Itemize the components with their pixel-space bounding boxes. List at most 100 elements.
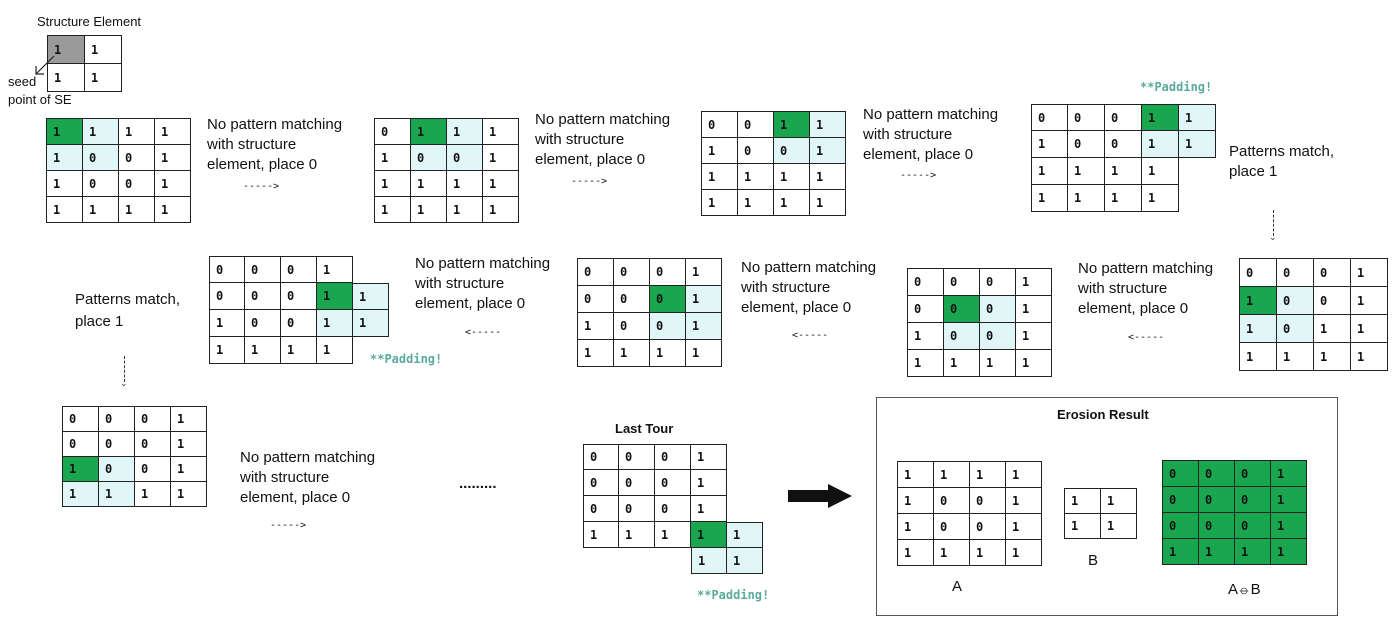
- grid-cell: 1: [970, 540, 1006, 566]
- grid-cell: 1: [119, 197, 155, 223]
- step-3-label-line-1: No pattern matching: [863, 106, 999, 123]
- grid-cell: 0: [99, 432, 135, 457]
- last-tour-padding-note: **Padding!: [697, 588, 770, 602]
- grid-cell: 1: [353, 283, 389, 310]
- grid-cell: 0: [970, 514, 1006, 540]
- step-5-label-line-3: element, place 0: [1078, 300, 1189, 317]
- step-8-label-line-1: Patterns match,: [75, 291, 181, 308]
- grid-cell: 1: [619, 522, 655, 548]
- grid-cell: 1: [810, 164, 846, 190]
- grid-cell: 1: [1271, 461, 1307, 487]
- grid-cell: 0: [970, 488, 1006, 514]
- step-9-label-line-1: No pattern matching: [240, 449, 376, 466]
- grid-cell: 1: [317, 256, 353, 283]
- grid-cell: 1: [1101, 489, 1137, 514]
- grid-cell: 0: [99, 457, 135, 482]
- structure-element-title: Structure Element: [37, 14, 142, 29]
- grid-cell: 0: [980, 323, 1016, 350]
- grid-cell: 1: [155, 119, 191, 145]
- grid-cell: 1: [47, 119, 83, 145]
- grid-cell: 0: [1199, 487, 1235, 513]
- grid-cell: [353, 256, 389, 283]
- step-4-label-line-2: place 1: [1229, 163, 1278, 180]
- grid-cell: 1: [738, 164, 774, 190]
- grid-cell: 1: [980, 350, 1016, 377]
- erosion-result-title: Erosion Result: [1057, 407, 1149, 422]
- grid-cell: 1: [686, 340, 722, 367]
- grid-cell: 1: [63, 482, 99, 507]
- grid-cell: 1: [702, 138, 738, 164]
- grid-cell: 1: [1142, 104, 1179, 131]
- grid-cell: 1: [1271, 539, 1307, 565]
- grid-cell: 0: [980, 269, 1016, 296]
- grid-cell: 1: [727, 548, 763, 574]
- result-label-b: B: [1088, 552, 1099, 569]
- grid-cell: 0: [650, 313, 686, 340]
- grid-cell: 1: [171, 457, 207, 482]
- step-4-down-arrow-head: ⌄: [1269, 232, 1277, 242]
- grid-cell: 0: [650, 286, 686, 313]
- last-tour-title: Last Tour: [615, 421, 674, 436]
- grid-cell: 1: [483, 145, 519, 171]
- step-7-label-line-1: No pattern matching: [415, 255, 551, 272]
- grid-cell: 1: [686, 313, 722, 340]
- step-5-label-line-1: No pattern matching: [1078, 260, 1214, 277]
- grid-cell: 1: [934, 462, 970, 488]
- step-6-label-line-3: element, place 0: [741, 299, 852, 316]
- grid-cell: 1: [944, 350, 980, 377]
- step-4-padding-note: **Padding!: [1140, 80, 1213, 94]
- grid-cell: 1: [171, 482, 207, 507]
- grid-cell: 0: [583, 470, 619, 496]
- grid-cell: 1: [83, 119, 119, 145]
- step-8-down-arrow-head: ⌄: [120, 378, 128, 388]
- grid-cell: 0: [281, 283, 317, 310]
- grid-cell: 0: [1314, 259, 1351, 287]
- grid-cell: 1: [686, 286, 722, 313]
- grid-cell: 0: [135, 457, 171, 482]
- step-7-label-line-3: element, place 0: [415, 295, 526, 312]
- grid-cell: 1: [1006, 514, 1042, 540]
- grid-cell: 1: [691, 496, 727, 522]
- step-1-arrow: ----->: [243, 181, 280, 192]
- grid-cell: 1: [810, 190, 846, 216]
- grid-cell: 0: [619, 496, 655, 522]
- grid-cell: 1: [1179, 104, 1216, 131]
- grid-cell: 1: [1105, 158, 1142, 185]
- step-8-label-line-2: place 1: [75, 313, 124, 330]
- grid-cell: 1: [47, 145, 83, 171]
- grid-cell: 1: [375, 145, 411, 171]
- grid-cell: 1: [727, 522, 763, 548]
- grid-cell: 0: [83, 145, 119, 171]
- grid-cell: 0: [63, 432, 99, 457]
- grid-cell: 0: [209, 256, 245, 283]
- step-9-label-line-2: with structure: [240, 469, 330, 486]
- grid-cell: 0: [738, 112, 774, 138]
- grid-cell: 1: [1142, 158, 1179, 185]
- step-6-arrow: <-----: [792, 330, 829, 341]
- grid-cell: 0: [650, 259, 686, 286]
- grid-cell: 1: [411, 171, 447, 197]
- grid-cell: 1: [691, 444, 727, 470]
- grid-cell: 1: [63, 457, 99, 482]
- grid-cell: 1: [655, 522, 691, 548]
- grid-cell: 1: [1240, 315, 1277, 343]
- grid-cell: 0: [83, 171, 119, 197]
- grid-cell: 1: [970, 462, 1006, 488]
- grid-cell: 0: [447, 145, 483, 171]
- grid-cell: 1: [810, 138, 846, 164]
- step-8-down-arrow: [124, 356, 125, 382]
- grid-cell: 1: [774, 112, 810, 138]
- grid-cell: 1: [1016, 350, 1052, 377]
- grid-cell: 0: [281, 310, 317, 337]
- grid-cell: 1: [1351, 259, 1388, 287]
- grid-cell: 1: [1068, 158, 1105, 185]
- step-6-label-line-1: No pattern matching: [741, 259, 877, 276]
- result-label-a-eroded-b: A⦵B: [1228, 581, 1261, 598]
- grid-cell: 1: [155, 171, 191, 197]
- grid-cell: 0: [411, 145, 447, 171]
- grid-cell: 1: [1006, 462, 1042, 488]
- grid-cell: 1: [447, 197, 483, 223]
